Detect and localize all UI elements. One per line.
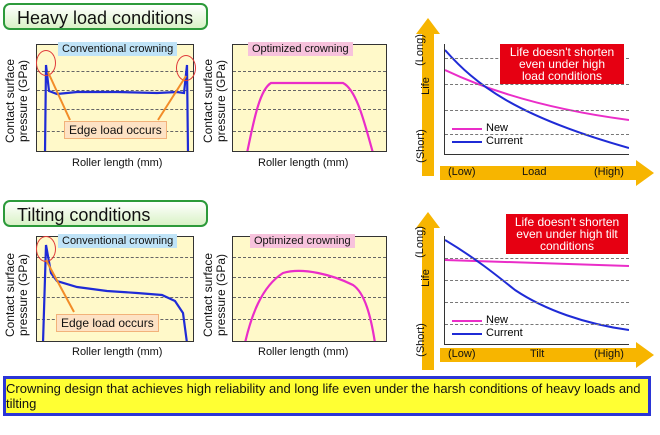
tilt-opt-tag: Optimized crowning: [250, 234, 355, 248]
tilt-life-axis-arrow: [416, 212, 440, 370]
tilt-callout: Life doesn't shorten even under high tilt…: [506, 214, 628, 254]
heavy-opt-curve: [246, 81, 374, 151]
tilt-conv-tag: Conventional crowning: [58, 234, 178, 248]
heavy-life-label: Life: [419, 77, 432, 95]
tilt-axis-arrow: [440, 342, 654, 368]
tilt-conv-curve: [41, 244, 188, 341]
heavy-life-axis-arrow: [416, 18, 440, 176]
heavy-opt-plot: [232, 44, 387, 152]
heavy-callout: Life doesn't shorten even under high load …: [500, 44, 624, 84]
heavy-low-label: (Low): [448, 166, 476, 178]
heavy-legend: New Current: [452, 122, 523, 148]
heavy-edge-arrows: [47, 71, 187, 121]
summary-banner: Crowning design that achieves high relia…: [3, 376, 651, 416]
heavy-load-title: Heavy load conditions: [3, 3, 208, 30]
tilt-low-label: (Low): [448, 348, 476, 360]
heavy-edge-circle-right: [176, 55, 196, 81]
tilt-conv-ylabel: Contact surface pressure (GPa): [3, 252, 30, 338]
tilt-opt-ylabel: Contact surface pressure (GPa): [201, 252, 228, 338]
tilt-axis-label: Tilt: [530, 348, 545, 360]
tilt-edge-label: Edge load occurs: [56, 314, 159, 332]
heavy-high-label: (High): [594, 166, 624, 178]
tilt-conv-xlabel: Roller length (mm): [72, 346, 163, 358]
heavy-conv-curve: [43, 64, 190, 151]
tilt-long-label: (Long): [413, 226, 426, 258]
heavy-opt-xlabel: Roller length (mm): [258, 157, 349, 169]
heavy-life-curves: [445, 49, 629, 149]
heavy-conv-xlabel: Roller length (mm): [72, 157, 163, 169]
heavy-opt-tag: Optimized crowning: [248, 42, 353, 56]
tilt-opt-curve: [244, 269, 376, 341]
heavy-opt-ylabel: Contact surface pressure (GPa): [201, 58, 228, 144]
tilt-opt-plot: [232, 236, 387, 342]
tilt-short-label: (Short): [414, 323, 427, 357]
heavy-edge-circle-left: [36, 50, 56, 76]
heavy-long-label: (Long): [413, 34, 426, 66]
heavy-load-axis-arrow: [440, 160, 654, 186]
tilt-title: Tilting conditions: [3, 200, 208, 227]
tilt-opt-xlabel: Roller length (mm): [258, 346, 349, 358]
heavy-conv-tag: Conventional crowning: [58, 42, 178, 56]
tilt-life-plot: [444, 236, 629, 345]
tilt-life-label: Life: [419, 269, 432, 287]
tilt-legend: New Current: [452, 314, 523, 340]
heavy-short-label: (Short): [414, 129, 427, 163]
tilt-edge-arrow: [45, 259, 75, 313]
tilt-high-label: (High): [594, 348, 624, 360]
heavy-load-label: Load: [522, 166, 547, 178]
heavy-conv-ylabel: Contact surface pressure (GPa): [3, 58, 30, 144]
heavy-edge-label: Edge load occurs: [64, 121, 167, 139]
tilt-life-curves: [445, 239, 629, 331]
